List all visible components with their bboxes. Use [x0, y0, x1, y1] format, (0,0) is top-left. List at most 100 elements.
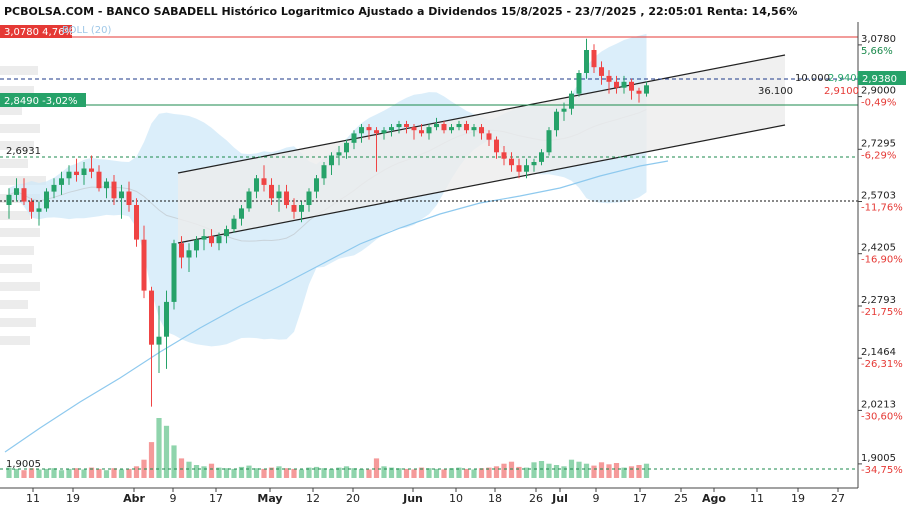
candle-body: [246, 191, 252, 209]
candle-body: [254, 178, 259, 192]
volume-bar: [253, 468, 260, 478]
x-tick-label: 19: [791, 492, 805, 505]
volume-bar: [351, 468, 357, 478]
volume-bar: [381, 466, 387, 478]
labels: 3,0780 4,76% 2,8490 -3,02% 2,9380 2,6931 1,9…: [0, 25, 906, 470]
volume-bar: [456, 467, 462, 478]
candle-body: [299, 205, 304, 212]
volume-bar: [441, 469, 447, 478]
candle-body: [569, 93, 574, 109]
volume-bar: [88, 467, 95, 478]
moving-average-line: [4, 160, 669, 453]
volume-bar: [276, 466, 282, 478]
candle-body: [141, 239, 147, 291]
volume-bar: [418, 467, 425, 478]
candle-body: [134, 205, 139, 240]
volume-profile-bar: [0, 282, 40, 291]
x-tick-label: 11: [750, 492, 764, 505]
volume-bar: [411, 469, 417, 478]
volume-bar: [448, 468, 455, 478]
candle-body: [44, 191, 49, 209]
volume-bar: [118, 469, 125, 478]
overlay-label: BOLL (20): [62, 25, 112, 36]
volume-bar: [403, 468, 410, 478]
y-tick-pct: -6,29%: [861, 150, 896, 161]
volume-bar: [103, 470, 110, 478]
candle-body: [194, 239, 199, 251]
x-tick-label: 11: [26, 492, 40, 505]
candle-body: [621, 81, 627, 88]
volume-bar: [493, 466, 500, 478]
volume-bar: [66, 468, 72, 478]
volume-bar: [478, 468, 485, 478]
candle-body: [276, 191, 282, 199]
x-tick-label: 27: [831, 492, 845, 505]
volume-bar: [373, 458, 380, 478]
volume-bar: [508, 461, 515, 478]
volume-bar: [598, 462, 605, 478]
x-tick-label: 17: [633, 492, 647, 505]
y-tick-pct: -26,31%: [861, 359, 903, 370]
candle-body: [471, 127, 477, 131]
y-tick-label: 2,4205: [861, 243, 896, 254]
high-price-tag-text: 3,0780 4,76%: [4, 27, 74, 38]
volume-bar: [486, 467, 492, 478]
bid-annotation: 2,9100: [824, 86, 859, 97]
candle-body: [6, 194, 12, 205]
y-tick-pct: 5,66%: [861, 46, 893, 57]
volume-bar: [328, 468, 335, 478]
candle-body: [606, 75, 612, 82]
candle-body: [231, 218, 237, 230]
candle-body: [396, 124, 402, 128]
candle-body: [59, 178, 64, 185]
volume-bar: [291, 468, 297, 478]
candle-body: [389, 127, 394, 131]
volume-bar: [321, 468, 327, 478]
volume-profile-bar: [0, 211, 30, 220]
candle-body: [456, 124, 462, 128]
volume-profile-bar: [0, 264, 32, 273]
volume-bar: [238, 466, 245, 478]
x-tick-label: Ago: [702, 492, 726, 505]
channel-lower-line: [177, 124, 786, 244]
candle-body: [546, 130, 552, 153]
candle-body: [51, 184, 57, 192]
candle-body: [464, 124, 469, 131]
volume-bar: [246, 465, 252, 478]
last-price-tag: [858, 71, 906, 85]
volume-bar: [133, 466, 140, 478]
candle-body: [479, 127, 484, 134]
last-price-tag-text: 2,9380: [862, 74, 897, 85]
candle-body: [156, 336, 162, 345]
volume-bar: [111, 468, 117, 478]
volume-bar: [171, 445, 177, 478]
volume-bar: [201, 466, 207, 478]
volume-bar: [426, 468, 432, 478]
x-tick-label: 25: [674, 492, 688, 505]
volume-bar: [358, 468, 365, 478]
volume-profile-bar: [0, 86, 34, 95]
volume-bar: [606, 464, 612, 478]
volume-bar: [268, 467, 275, 478]
volume-bar: [613, 463, 620, 478]
candle-body: [149, 290, 154, 345]
candle-body: [381, 130, 387, 134]
candle-body: [614, 81, 619, 88]
volume-bar: [51, 468, 57, 478]
volume-bar: [628, 466, 635, 478]
reference-price-tag-text: 2,8490 -3,02%: [4, 96, 78, 107]
volume-profile-bar: [0, 159, 28, 168]
volume-bar: [576, 461, 582, 478]
x-tick-label: Jun: [402, 492, 423, 505]
x-tick-label: Abr: [123, 492, 145, 505]
candle-body: [306, 191, 312, 205]
right-axis-background: [858, 22, 911, 488]
y-tick-pct: -0,49%: [861, 98, 896, 109]
y-tick-label: 2,5703: [861, 191, 896, 202]
volume-bar: [531, 462, 537, 478]
candle-body: [81, 168, 87, 175]
volume-profile-bar: [0, 228, 40, 237]
y-tick-label: 2,7295: [861, 138, 896, 149]
candle-body: [239, 208, 244, 219]
volume-bar: [193, 465, 200, 478]
